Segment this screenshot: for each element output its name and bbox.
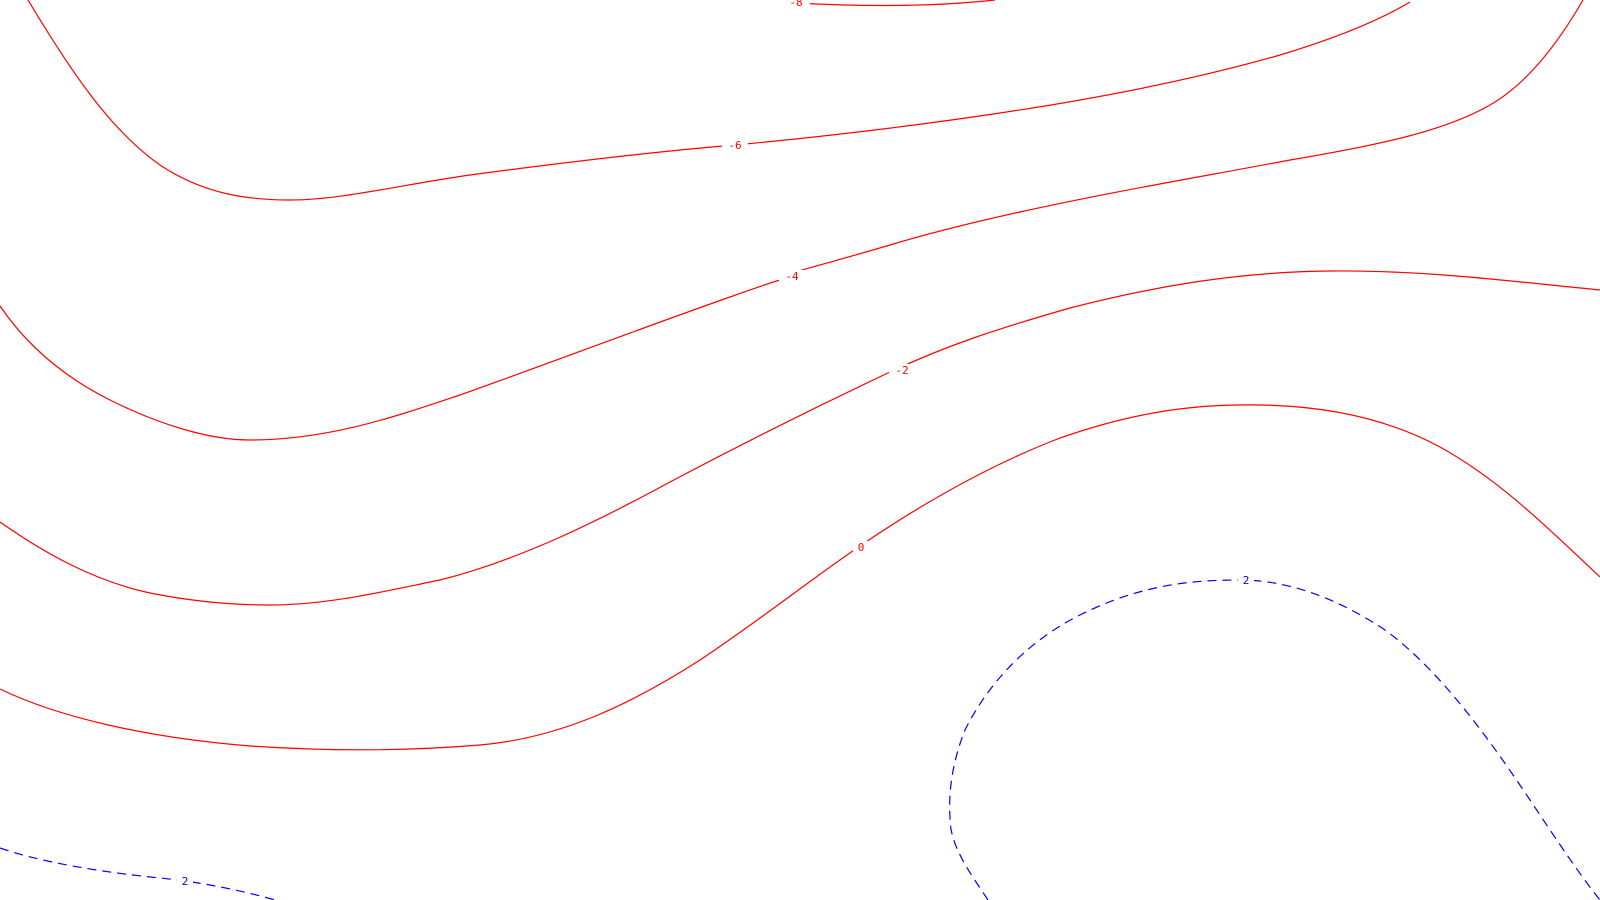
- contour-label-plus-2-right: 2: [1243, 574, 1250, 587]
- contour-label-minus-2: -2: [895, 364, 908, 377]
- contour-line-plus-2-left: [0, 847, 276, 900]
- contour-line-minus-4: [0, 279, 781, 441]
- contour-line-minus-6: [27, 0, 1411, 201]
- contour-line-minus-6-right: [794, 0, 1584, 273]
- contour-line-zero: [0, 404, 1600, 751]
- contour-label-minus-6: -6: [728, 139, 741, 152]
- contour-label-minus-8: -8: [789, 0, 802, 9]
- contour-line-minus-8: [794, 0, 996, 6]
- contour-labels: -8 -6 -4 -2 0 2 2: [177, 0, 1254, 888]
- contour-label-minus-4: -4: [785, 270, 799, 283]
- contour-label-plus-2-left: 2: [182, 875, 189, 888]
- contour-line-plus-2-right: [949, 579, 1600, 900]
- contour-label-zero: 0: [858, 541, 865, 554]
- contour-line-minus-2: [0, 270, 1600, 606]
